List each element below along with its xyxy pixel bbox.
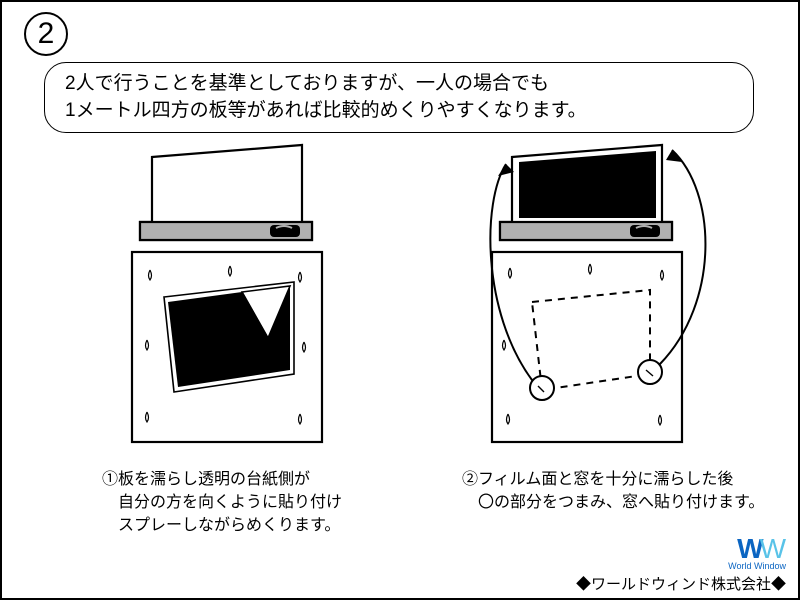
intro-text-box: 2人で行うことを基準としておりますが、一人の場合でも 1メートル四方の板等があれ… [44, 62, 754, 133]
logo-subtext: World Window [576, 561, 786, 571]
diagram-step-2 [432, 142, 752, 462]
step-number-text: 2 [38, 17, 55, 51]
footer: W W World Window ◆ワールドウィンド株式会社◆ [576, 535, 786, 594]
company-name: ◆ワールドウィンド株式会社◆ [576, 573, 786, 594]
intro-line-1: 2人で行うことを基準としておりますが、一人の場合でも [65, 71, 733, 98]
logo-letter-2: W [760, 535, 786, 563]
diagram-step-1 [72, 142, 392, 462]
panel-step-2: ②フィルム面と窓を十分に濡らした後 〇の部分をつまみ、窓へ貼り付けます。 [432, 142, 752, 514]
logo-icon: W W [576, 535, 786, 563]
step-number-badge: 2 [24, 12, 68, 56]
intro-line-2: 1メートル四方の板等があれば比較的めくりやすくなります。 [65, 98, 733, 125]
panel-step-1: ①板を濡らし透明の台紙側が 自分の方を向くように貼り付け スプレーしながらめくり… [72, 142, 392, 538]
caption-step-2: ②フィルム面と窓を十分に濡らした後 〇の部分をつまみ、窓へ貼り付けます。 [432, 468, 752, 514]
caption-step-1: ①板を濡らし透明の台紙側が 自分の方を向くように貼り付け スプレーしながらめくり… [72, 468, 392, 538]
